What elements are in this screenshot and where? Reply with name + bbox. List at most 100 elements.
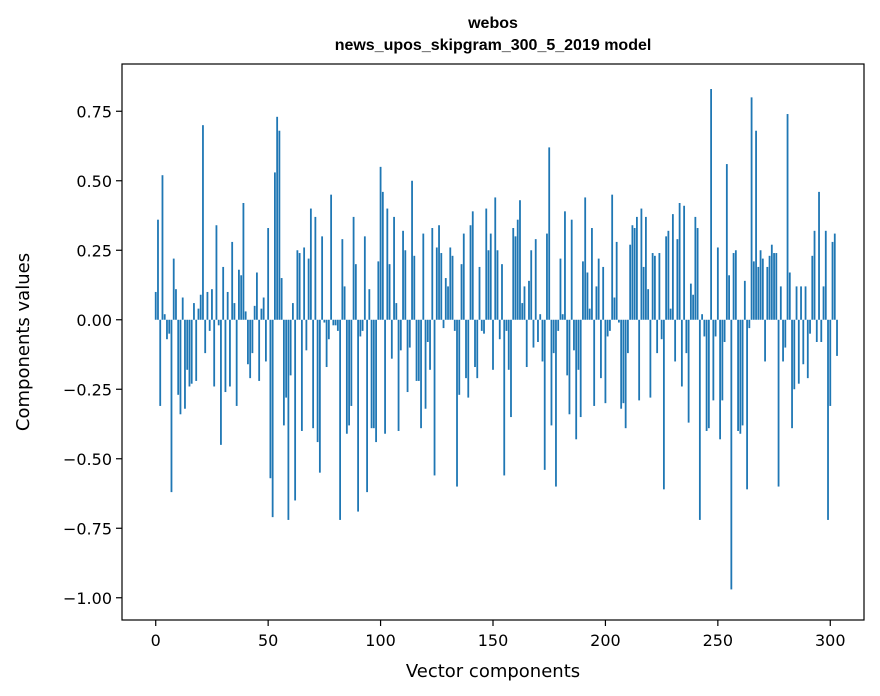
bar-130 <box>447 286 449 320</box>
bar-7 <box>170 319 173 493</box>
bar-49 <box>265 319 267 362</box>
bar-202 <box>609 319 611 331</box>
bar-88 <box>352 216 355 320</box>
bar-147 <box>485 208 488 320</box>
bar-87 <box>350 319 353 406</box>
bar-290 <box>806 319 809 379</box>
bar-187 <box>575 319 578 440</box>
bar-113 <box>408 319 411 348</box>
bar-161 <box>516 219 519 320</box>
bar-224 <box>658 253 661 320</box>
bar-227 <box>665 236 668 320</box>
x-tick-label-50: 50 <box>258 631 278 650</box>
bar-218 <box>645 216 647 320</box>
bar-269 <box>759 250 762 320</box>
bar-165 <box>525 319 528 368</box>
bar-134 <box>456 319 458 487</box>
bar-148 <box>487 250 490 320</box>
bar-42 <box>249 319 252 379</box>
bar-232 <box>676 239 679 320</box>
bar-238 <box>689 283 692 320</box>
bar-220 <box>649 319 652 398</box>
bar-103 <box>386 208 389 320</box>
bar-154 <box>501 264 503 320</box>
bar-176 <box>550 319 553 426</box>
bar-263 <box>746 319 748 490</box>
bar-281 <box>786 114 789 320</box>
bar-295 <box>818 191 820 320</box>
bar-19 <box>197 308 200 320</box>
bar-251 <box>719 319 721 440</box>
bar-30 <box>222 266 225 320</box>
bar-51 <box>269 319 272 479</box>
bar-201 <box>606 319 609 337</box>
chart-title: webos <box>467 15 518 32</box>
bar-270 <box>761 258 764 320</box>
bar-27 <box>215 225 218 320</box>
bar-83 <box>341 239 344 320</box>
bar-198 <box>600 319 602 379</box>
bar-129 <box>444 278 447 320</box>
bar-84 <box>343 286 346 320</box>
bar-57 <box>282 319 285 426</box>
bar-37 <box>238 269 240 320</box>
bar-189 <box>579 319 582 418</box>
bar-225 <box>660 319 663 340</box>
bar-169 <box>534 239 537 320</box>
bar-3 <box>161 175 164 320</box>
bar-162 <box>519 200 521 320</box>
bar-273 <box>768 255 771 320</box>
bar-36 <box>235 319 238 406</box>
bar-228 <box>667 230 670 320</box>
bar-74 <box>321 236 324 320</box>
bar-21 <box>202 125 204 320</box>
bar-60 <box>289 319 292 376</box>
bar-158 <box>510 319 512 418</box>
bar-93 <box>363 236 366 320</box>
bar-170 <box>537 319 539 342</box>
bar-98 <box>375 319 377 443</box>
bar-223 <box>656 319 659 354</box>
bar-159 <box>512 228 515 320</box>
bar-23 <box>206 291 209 320</box>
bar-192 <box>586 272 589 320</box>
bar-137 <box>462 233 465 320</box>
bar-292 <box>811 255 814 320</box>
bar-12 <box>181 297 184 320</box>
bar-246 <box>707 319 710 429</box>
bar-13 <box>184 319 186 409</box>
bars <box>154 89 838 590</box>
bar-208 <box>622 319 625 404</box>
bar-171 <box>539 314 542 320</box>
bar-122 <box>429 319 431 370</box>
bar-112 <box>406 319 409 393</box>
bar-268 <box>757 266 760 320</box>
bar-128 <box>442 319 445 329</box>
bar-252 <box>721 319 724 401</box>
bar-1 <box>157 219 159 320</box>
bar-285 <box>795 286 798 320</box>
bar-175 <box>548 147 551 320</box>
bar-91 <box>359 319 362 337</box>
bar-119 <box>422 233 425 320</box>
bar-117 <box>417 319 420 381</box>
bar-226 <box>662 319 665 490</box>
bar-150 <box>492 319 494 370</box>
bar-78 <box>330 194 333 320</box>
bar-250 <box>716 247 719 320</box>
bar-31 <box>224 319 227 393</box>
bar-191 <box>584 197 587 320</box>
bar-47 <box>260 308 263 320</box>
bar-186 <box>573 319 575 351</box>
bar-73 <box>318 319 321 473</box>
bar-140 <box>469 225 472 320</box>
bar-278 <box>779 286 782 320</box>
bar-205 <box>615 241 618 320</box>
bar-153 <box>498 319 501 340</box>
bar-43 <box>251 319 254 354</box>
bar-210 <box>627 319 629 354</box>
bar-14 <box>186 319 189 370</box>
bar-207 <box>620 319 623 409</box>
bar-266 <box>752 261 755 320</box>
